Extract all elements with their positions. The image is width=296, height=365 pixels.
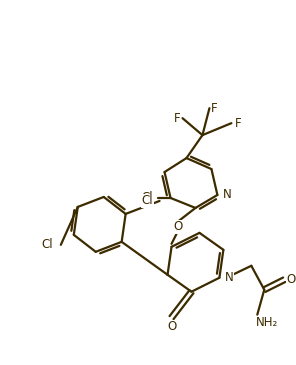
Text: O: O [287, 273, 296, 286]
Text: Cl: Cl [142, 195, 153, 207]
Text: Cl: Cl [142, 192, 153, 204]
Text: N: N [223, 188, 232, 201]
Text: N: N [225, 271, 234, 284]
Text: O: O [173, 220, 182, 233]
Text: Cl: Cl [41, 238, 53, 251]
Text: F: F [235, 117, 242, 130]
Text: F: F [174, 112, 181, 125]
Text: O: O [167, 320, 176, 333]
Text: NH₂: NH₂ [256, 316, 279, 329]
Text: F: F [211, 102, 218, 115]
